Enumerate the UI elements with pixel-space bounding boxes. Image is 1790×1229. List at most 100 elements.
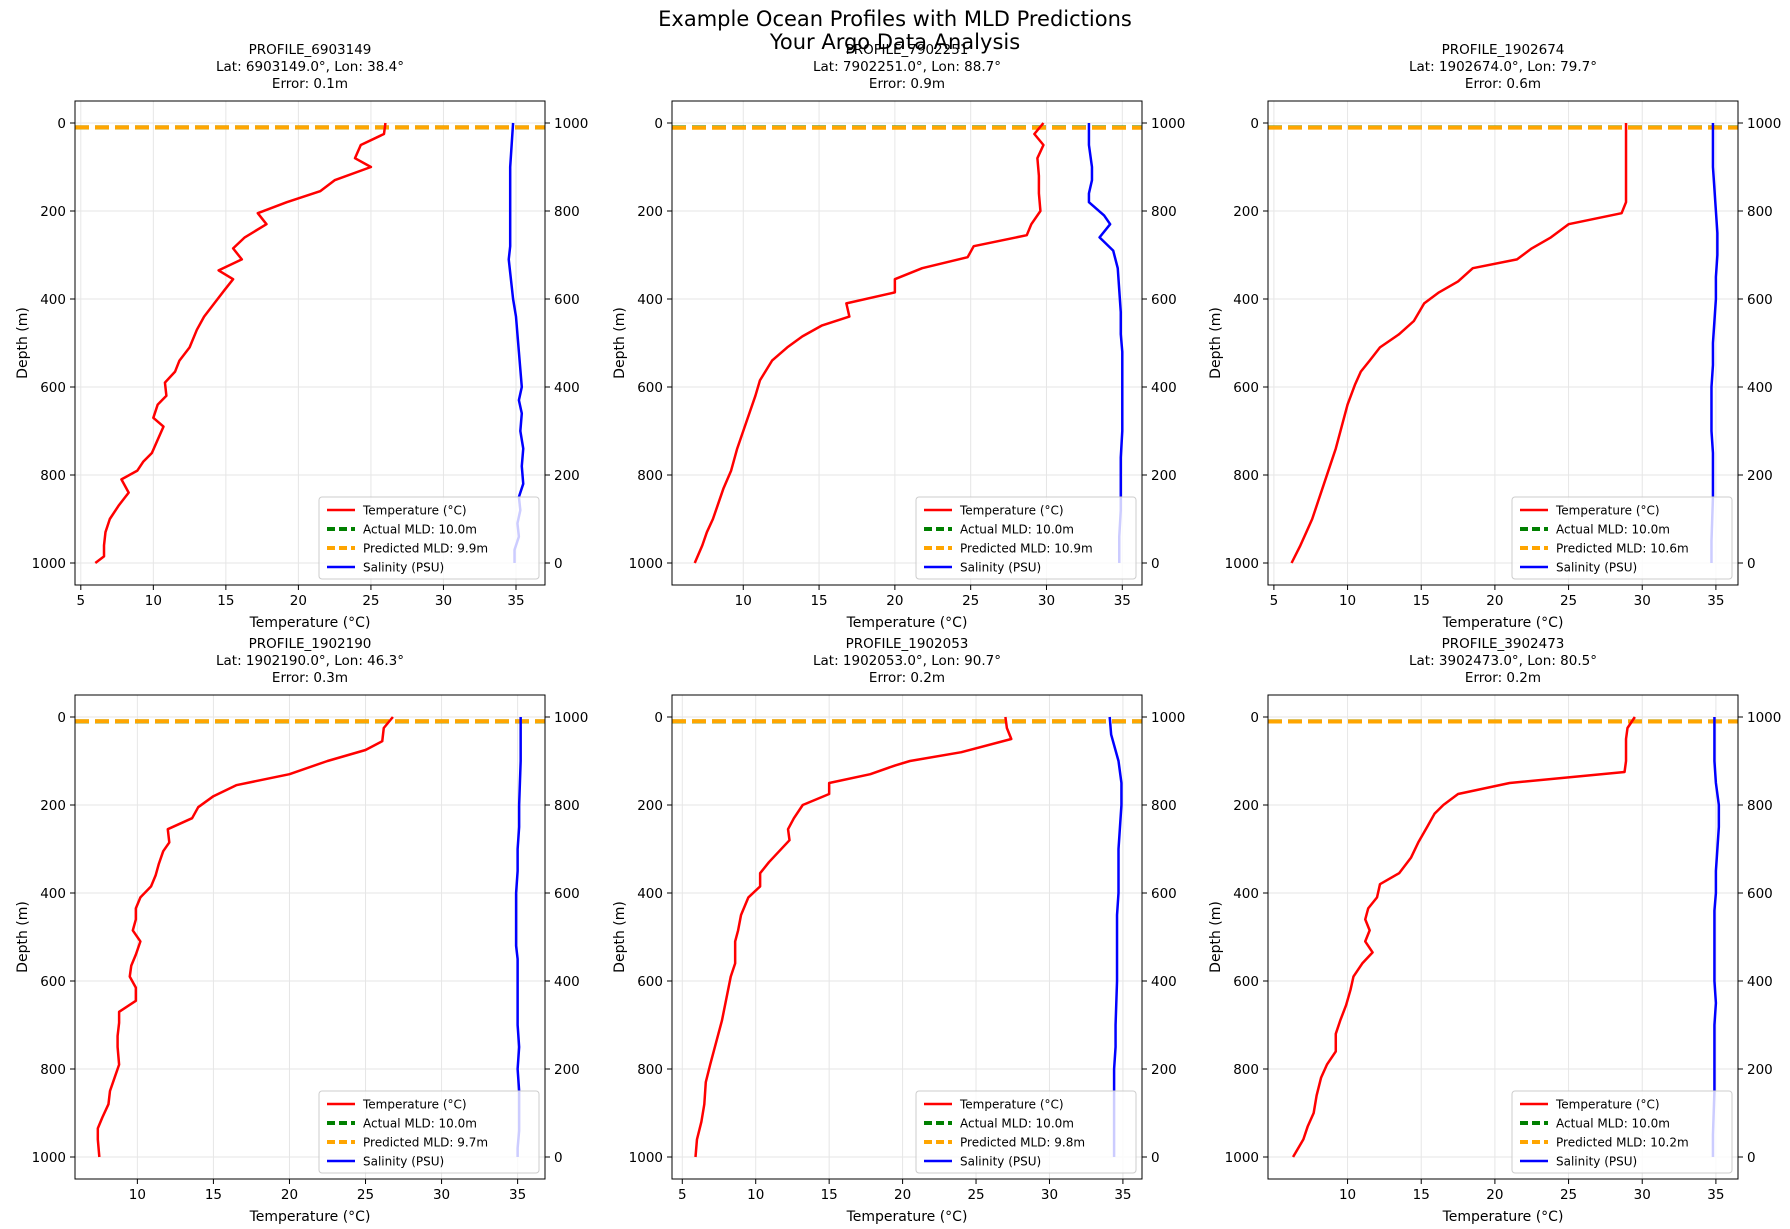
x-tick-label: 20 <box>1486 1187 1503 1203</box>
y2-tick-label: 400 <box>1151 974 1177 990</box>
legend-box <box>1511 496 1733 580</box>
y-tick-label: 200 <box>637 204 663 220</box>
legend-actual-mld-label: Actual MLD: 10.0m <box>960 523 1074 537</box>
x-tick-label: 10 <box>1339 593 1356 609</box>
y-tick-label: 800 <box>637 1062 663 1078</box>
legend-temperature-label: Temperature (°C) <box>959 504 1064 518</box>
x-tick-label: 15 <box>217 593 234 609</box>
y-axis-label: Depth (m) <box>15 901 31 973</box>
axes-frame <box>1267 694 1739 1180</box>
x-tick-label: 20 <box>281 1187 298 1203</box>
y2-tick-label: 1000 <box>1747 116 1781 132</box>
y2-tick-label: 400 <box>554 974 580 990</box>
y-axis-label: Depth (m) <box>612 307 628 379</box>
legend: Temperature (°C) Actual MLD: 10.0m Predict… <box>318 496 540 580</box>
x-tick-label: 10 <box>735 593 752 609</box>
y-tick-label: 600 <box>637 380 663 396</box>
y2-tick-label: 600 <box>1151 292 1177 308</box>
y2-tick-label: 0 <box>1151 1150 1160 1166</box>
legend: Temperature (°C) Actual MLD: 10.0m Predict… <box>1511 496 1733 580</box>
y2-tick-label: 200 <box>1747 468 1773 484</box>
x-tick-label: 30 <box>1634 1187 1651 1203</box>
y-tick-label: 600 <box>1233 380 1259 396</box>
y2-tick-label: 600 <box>554 886 580 902</box>
plot-area <box>672 716 1142 1158</box>
legend-box <box>915 1090 1137 1174</box>
temperature-line <box>1290 123 1628 564</box>
x-tick-label: 35 <box>1707 1187 1724 1203</box>
figure-title: Example Ocean Profiles with MLD Predicti… <box>658 7 1132 31</box>
legend-salinity-label: Salinity (PSU) <box>960 1155 1041 1169</box>
legend: Temperature (°C) Actual MLD: 10.0m Predict… <box>318 1090 540 1174</box>
salinity-line <box>1710 123 1719 563</box>
y-tick-label: 400 <box>40 886 66 902</box>
x-tick-label: 25 <box>967 1187 984 1203</box>
x-tick-label: 15 <box>1413 593 1430 609</box>
y-tick-label: 400 <box>1233 292 1259 308</box>
y-tick-label: 600 <box>40 380 66 396</box>
y-tick-label: 1000 <box>629 556 663 572</box>
plot-area <box>672 122 1142 564</box>
x-tick-label: 30 <box>1038 593 1055 609</box>
y2-tick-label: 400 <box>1151 380 1177 396</box>
subplot-coords: Lat: 7902251.0°, Lon: 88.7° <box>813 59 1001 75</box>
subplot-error: Error: 0.2m <box>869 670 945 686</box>
legend-actual-mld-label: Actual MLD: 10.0m <box>960 1117 1074 1131</box>
subplot-title: PROFILE_1902053 <box>846 636 969 652</box>
salinity-line <box>1711 717 1721 1157</box>
y-tick-label: 0 <box>57 116 66 132</box>
temperature-line <box>96 716 394 1158</box>
x-tick-label: 25 <box>1560 593 1577 609</box>
x-axis-label: Temperature (°C) <box>846 1209 968 1225</box>
y-tick-label: 600 <box>40 974 66 990</box>
y-axis-label: Depth (m) <box>15 307 31 379</box>
x-tick-label: 10 <box>129 1187 146 1203</box>
subplot-error: Error: 0.2m <box>1465 670 1541 686</box>
y2-tick-label: 200 <box>1151 468 1177 484</box>
legend-predicted-mld-label: Predicted MLD: 10.2m <box>1556 1136 1689 1150</box>
subplot-coords: Lat: 1902674.0°, Lon: 79.7° <box>1409 59 1597 75</box>
subplot-title: PROFILE_1902674 <box>1442 42 1565 58</box>
y-tick-label: 400 <box>637 886 663 902</box>
salinity-line <box>1108 716 1123 1157</box>
legend-box <box>915 496 1137 580</box>
legend-predicted-mld-label: Predicted MLD: 9.8m <box>960 1136 1085 1150</box>
y2-tick-label: 400 <box>1747 380 1773 396</box>
legend-temperature-label: Temperature (°C) <box>1555 504 1660 518</box>
y-tick-label: 1000 <box>1225 1150 1259 1166</box>
x-tick-label: 10 <box>747 1187 764 1203</box>
legend-actual-mld-label: Actual MLD: 10.0m <box>1556 1117 1670 1131</box>
x-tick-label: 5 <box>678 1187 687 1203</box>
legend-temperature-label: Temperature (°C) <box>362 504 467 518</box>
y-tick-label: 200 <box>1233 204 1259 220</box>
y2-tick-label: 200 <box>554 468 580 484</box>
y-tick-label: 800 <box>40 1062 66 1078</box>
y2-tick-label: 400 <box>554 380 580 396</box>
y-tick-label: 400 <box>637 292 663 308</box>
subplot-coords: Lat: 6903149.0°, Lon: 38.4° <box>216 59 404 75</box>
legend-predicted-mld-label: Predicted MLD: 9.9m <box>363 542 488 556</box>
y2-tick-label: 0 <box>554 556 563 572</box>
x-axis-label: Temperature (°C) <box>249 1209 371 1225</box>
x-tick-label: 15 <box>205 1187 222 1203</box>
plot-area <box>1268 123 1738 564</box>
temperature-line <box>94 122 387 564</box>
y2-tick-label: 0 <box>554 1150 563 1166</box>
subplot-title: PROFILE_3902473 <box>1442 636 1565 652</box>
legend-predicted-mld-label: Predicted MLD: 10.9m <box>960 542 1093 556</box>
x-tick-label: 30 <box>1041 1187 1058 1203</box>
x-tick-label: 15 <box>810 593 827 609</box>
y-tick-label: 800 <box>40 468 66 484</box>
y2-tick-label: 200 <box>1747 1062 1773 1078</box>
axes-frame <box>671 694 1143 1180</box>
y-tick-label: 400 <box>1233 886 1259 902</box>
legend: Temperature (°C) Actual MLD: 10.0m Predict… <box>1511 1090 1733 1174</box>
y-tick-label: 0 <box>654 116 663 132</box>
x-axis-label: Temperature (°C) <box>1442 1209 1564 1225</box>
y-tick-label: 600 <box>637 974 663 990</box>
subplot-coords: Lat: 1902190.0°, Lon: 46.3° <box>216 653 404 669</box>
